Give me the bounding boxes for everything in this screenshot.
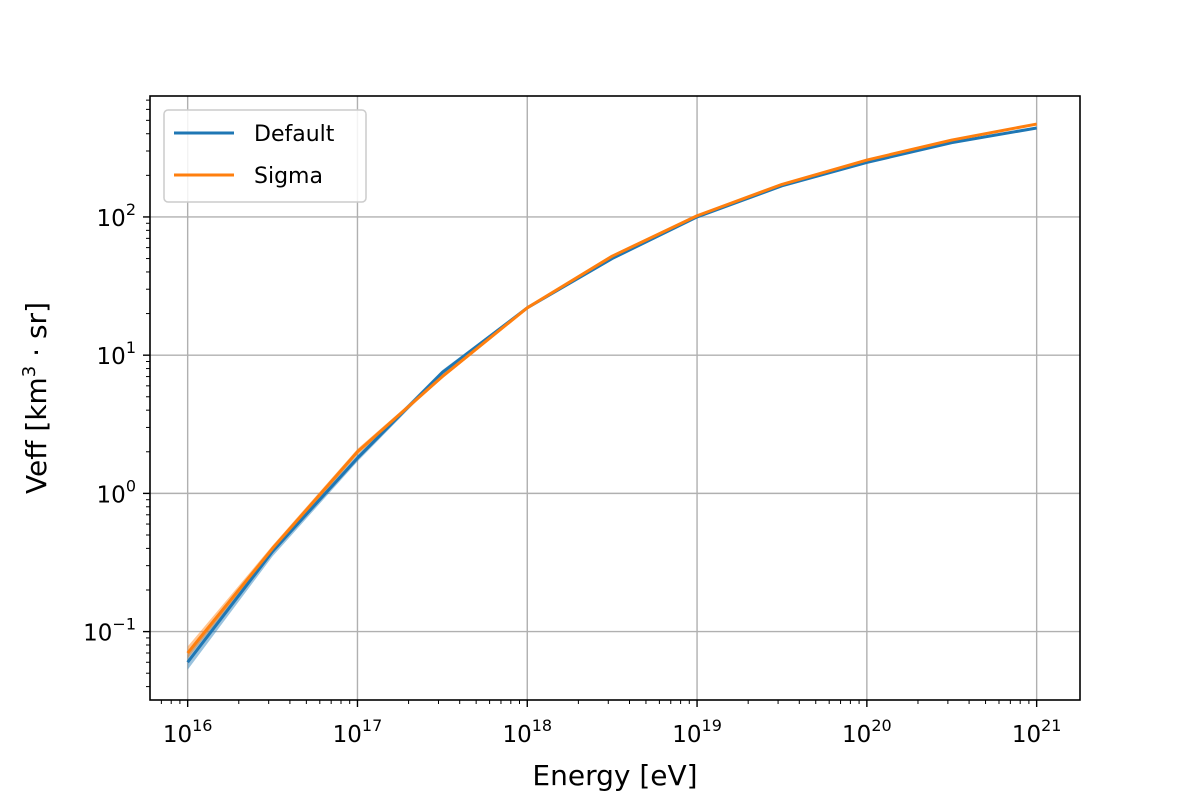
x-tick-label-exponent: 18 — [532, 716, 552, 735]
x-tick-label-base: 10 — [842, 722, 871, 748]
axis-ticks — [143, 99, 1038, 707]
x-tick-label: 1016 — [163, 716, 213, 748]
x-tick-label-base: 10 — [672, 722, 701, 748]
y-tick-label-base: 10 — [97, 482, 126, 508]
x-tick-label-base: 10 — [333, 722, 362, 748]
y-tick-label: 10−1 — [83, 615, 136, 647]
y-tick-label-exponent: 0 — [126, 476, 136, 495]
y-tick-label: 100 — [97, 476, 136, 508]
grid-lines — [150, 96, 1080, 700]
series-lines — [186, 122, 1037, 664]
x-tick-label: 1021 — [1012, 716, 1062, 748]
x-tick-label-exponent: 16 — [192, 716, 212, 735]
y-axis-title-superscript: 3 — [19, 366, 40, 377]
x-tick-label: 1018 — [502, 716, 552, 748]
y-tick-label: 101 — [97, 338, 136, 370]
legend: Default Sigma — [163, 109, 367, 203]
x-axis-title: Energy [eV] — [532, 759, 697, 792]
legend-label-sigma: Sigma — [254, 164, 323, 189]
y-axis-title-suffix: · sr] — [20, 302, 53, 366]
y-tick-label-base: 10 — [97, 344, 126, 370]
x-tick-label-base: 10 — [1012, 722, 1041, 748]
y-tick-label-exponent: −1 — [112, 615, 136, 634]
x-tick-label: 1019 — [672, 716, 722, 748]
x-tick-label-exponent: 19 — [702, 716, 722, 735]
x-tick-label: 1020 — [842, 716, 892, 748]
y-axis-title: Veff [km3 · sr] — [19, 302, 53, 494]
y-tick-label: 102 — [97, 200, 136, 232]
plot-frame — [149, 95, 1081, 701]
x-tick-label: 1017 — [333, 716, 383, 748]
x-tick-label-exponent: 17 — [362, 716, 382, 735]
x-tick-label-exponent: 20 — [871, 716, 891, 735]
x-tick-label-exponent: 21 — [1041, 716, 1061, 735]
y-tick-label-base: 10 — [83, 621, 112, 647]
legend-label-default: Default — [254, 122, 335, 147]
y-tick-label-base: 10 — [97, 206, 126, 232]
x-tick-label-base: 10 — [502, 722, 531, 748]
y-tick-label-exponent: 1 — [126, 338, 136, 357]
x-tick-label-base: 10 — [163, 722, 192, 748]
y-tick-label-exponent: 2 — [126, 200, 136, 219]
y-axis-title-prefix: Veff [km — [20, 377, 53, 494]
